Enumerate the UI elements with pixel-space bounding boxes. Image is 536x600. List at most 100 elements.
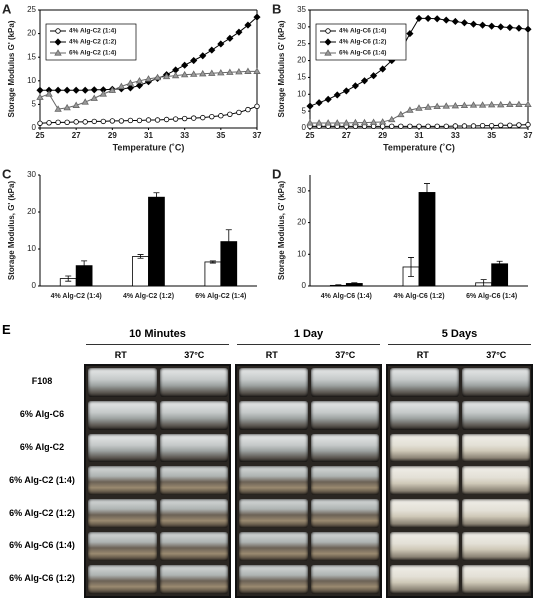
- marker: [515, 24, 523, 32]
- marker: [524, 25, 532, 33]
- marker: [172, 116, 179, 122]
- marker: [90, 86, 98, 94]
- marker: [324, 95, 332, 103]
- row-label: 6% Alg-C2: [19, 442, 65, 452]
- marker: [378, 118, 387, 125]
- error-bar: [81, 260, 88, 271]
- vial-photo: [390, 466, 459, 496]
- x-tick-label: 25: [306, 131, 315, 140]
- condition-header: 37°C: [184, 350, 205, 360]
- legend-label: 4% Alg-C2 (1:4): [69, 28, 116, 35]
- marker: [306, 102, 314, 110]
- marker: [506, 23, 514, 32]
- vial-photo: [310, 400, 379, 430]
- vial-photo: [461, 564, 530, 594]
- panel-letter: E: [2, 322, 11, 337]
- marker: [451, 101, 460, 109]
- marker: [135, 81, 144, 90]
- marker: [72, 101, 80, 108]
- marker: [360, 77, 369, 85]
- marker: [37, 120, 43, 126]
- y-tick-label: 10: [297, 249, 306, 258]
- vial-photo: [159, 400, 228, 430]
- marker: [100, 118, 106, 125]
- bar: [491, 263, 509, 287]
- marker: [488, 122, 495, 129]
- y-tick-label: 5: [302, 106, 307, 115]
- error-bar: [153, 192, 160, 203]
- marker: [306, 119, 314, 126]
- x-tick-label: 35: [487, 131, 496, 140]
- row-label: 6% Alg-C2 (1:2): [9, 507, 75, 518]
- chart: A Storage Modulus G' (kPa) 0 5 10 15 20 25 25 27 2…: [2, 1, 262, 152]
- y-tick-label: 5: [32, 100, 37, 109]
- vial-photo: [239, 499, 308, 528]
- row-label: 6% Alg-C6 (1:4): [9, 540, 75, 551]
- bar: [204, 261, 222, 287]
- vial-photo: [461, 368, 530, 397]
- marker: [226, 68, 234, 75]
- marker: [324, 119, 332, 126]
- header-rule: [86, 344, 229, 345]
- marker: [208, 69, 216, 76]
- marker: [415, 14, 423, 22]
- chart-panel: C Storage Modulus, G' (kPa) 0 10 20 30 4% Alg-…: [0, 165, 265, 320]
- marker: [126, 79, 135, 86]
- vial-photo: [159, 499, 228, 528]
- marker: [333, 119, 341, 126]
- marker: [199, 69, 207, 77]
- vial-photo: [390, 564, 459, 594]
- vial-photo: [310, 433, 379, 463]
- vial-photo: [239, 400, 308, 430]
- marker: [452, 123, 459, 129]
- vial-photo: [88, 400, 157, 430]
- panel-letter: C: [2, 166, 12, 181]
- y-tick-label: 10: [297, 89, 306, 98]
- legend-label: 6% Alg-C6 (1:4): [339, 50, 386, 57]
- marker: [217, 68, 225, 76]
- marker: [73, 119, 79, 125]
- marker: [90, 94, 98, 101]
- y-tick-label: 0: [302, 281, 307, 290]
- y-axis-label: Storage Modulus, G' (kPa): [7, 181, 16, 281]
- vial-photo: [390, 499, 459, 528]
- y-tick-label: 15: [27, 52, 36, 61]
- vial-photo: [310, 368, 379, 397]
- marker: [433, 102, 441, 110]
- marker: [136, 117, 143, 124]
- vial-photo: [88, 532, 157, 561]
- vial-photo: [461, 400, 530, 430]
- x-tick-label: 4% Alg-C2 (1:2): [122, 293, 175, 300]
- vial-photo: [310, 564, 379, 594]
- marker: [199, 52, 207, 60]
- marker: [54, 86, 62, 94]
- marker: [442, 102, 450, 109]
- bar: [148, 196, 165, 287]
- marker: [342, 119, 351, 126]
- error-bar: [351, 282, 358, 285]
- marker: [144, 75, 153, 82]
- chart: B Storage Modulus G' (kPa) 0 5 10 15 20 25 30 35 2…: [272, 1, 533, 152]
- vial-photo: [88, 368, 157, 397]
- marker: [497, 23, 505, 31]
- vial-photo: [88, 564, 157, 594]
- photo-grid: [235, 364, 382, 598]
- vial-photo: [88, 433, 157, 463]
- marker: [370, 72, 378, 80]
- marker: [208, 46, 216, 54]
- marker: [406, 30, 414, 38]
- error-bar: [209, 260, 216, 264]
- vial-photo: [159, 564, 228, 594]
- x-tick-label: 31: [415, 131, 424, 140]
- marker: [46, 120, 52, 126]
- marker: [351, 118, 360, 126]
- condition-header: 37°C: [335, 350, 356, 360]
- row-label: 6% Alg-C6 (1:2): [9, 573, 75, 584]
- vial-photo: [159, 368, 228, 397]
- photo-panel: E 10 Minutes RT 37°C 1 Day RT 37°C 5 Days RT 37°C…: [0, 322, 536, 600]
- y-tick-label: 30: [27, 170, 36, 179]
- marker: [253, 67, 261, 74]
- marker: [254, 103, 260, 109]
- y-tick-label: 25: [297, 39, 306, 48]
